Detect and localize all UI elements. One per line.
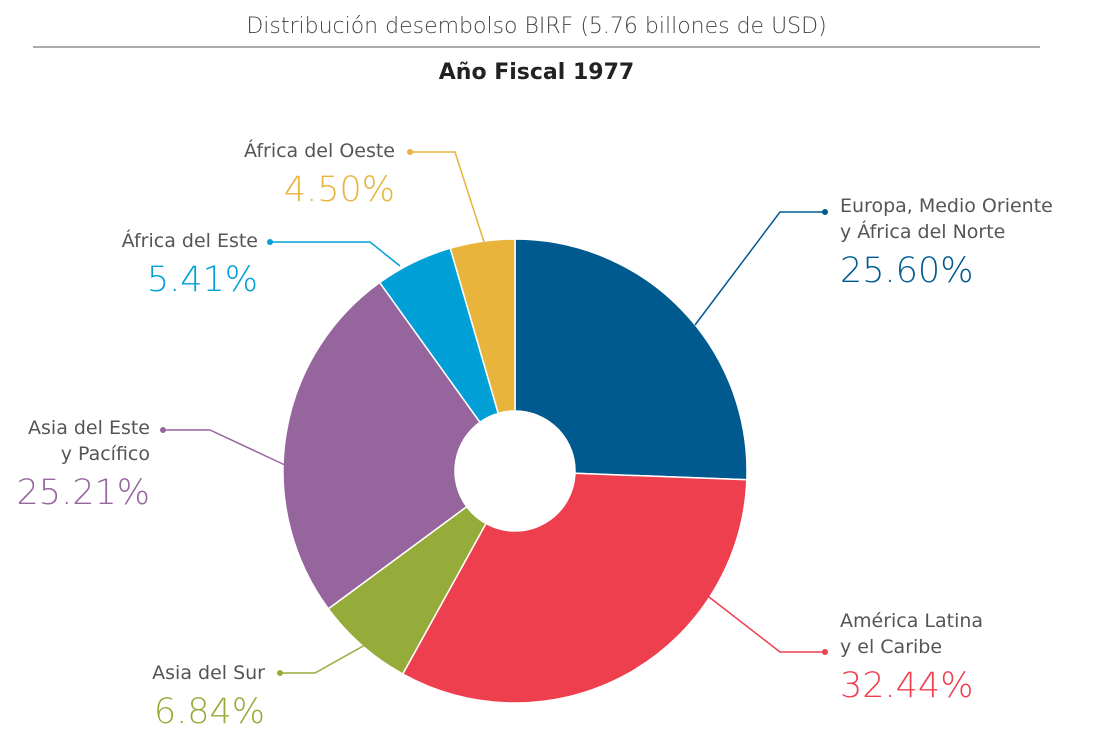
- leader-line: [410, 151, 486, 246]
- slice: [514, 238, 748, 481]
- leader-dot: [407, 149, 413, 155]
- slice: [401, 472, 748, 704]
- category-label: Europa, Medio Oriente y África del Norte: [840, 195, 1053, 243]
- category-label: América Latina y el Caribe: [840, 610, 984, 658]
- slice: [282, 281, 482, 610]
- slice-label: Europa, Medio Oriente y África del Norte…: [840, 193, 1053, 293]
- leader-dot: [277, 670, 283, 676]
- leader-dot: [267, 239, 273, 245]
- leader-line: [163, 429, 286, 466]
- slice-label: América Latina y el Caribe 32.44%: [840, 608, 983, 708]
- category-label: Asia del Este y Pacífico: [28, 417, 150, 465]
- leader-line: [270, 241, 401, 267]
- value-label: 4.50%: [283, 170, 395, 210]
- value-label: 25.60%: [840, 251, 974, 291]
- chart-title: Distribución desembolso BIRF (5.76 billo…: [246, 14, 827, 39]
- slice-label: África del Este 5.41%: [122, 228, 258, 302]
- slice-label: Asia del Este y Pacífico 25.21%: [17, 415, 150, 515]
- category-label: África del Este: [121, 230, 258, 252]
- leader-dot: [160, 427, 166, 433]
- value-label: 32.44%: [840, 666, 974, 706]
- value-label: 5.41%: [146, 260, 258, 300]
- slice-label: África del Oeste 4.50%: [244, 138, 395, 212]
- slice-label: Asia del Sur 6.84%: [152, 660, 265, 734]
- value-label: 6.84%: [153, 692, 265, 732]
- leader-dot: [822, 649, 828, 655]
- slice: [449, 238, 516, 415]
- value-label: 25.21%: [16, 473, 150, 513]
- leader-line: [699, 589, 825, 653]
- chart-subtitle: Año Fiscal 1977: [438, 60, 635, 85]
- category-label: África del Oeste: [244, 140, 395, 162]
- leader-line: [694, 211, 825, 326]
- leader-line: [280, 644, 366, 674]
- category-label: Asia del Sur: [152, 662, 265, 684]
- leader-dot: [822, 209, 828, 215]
